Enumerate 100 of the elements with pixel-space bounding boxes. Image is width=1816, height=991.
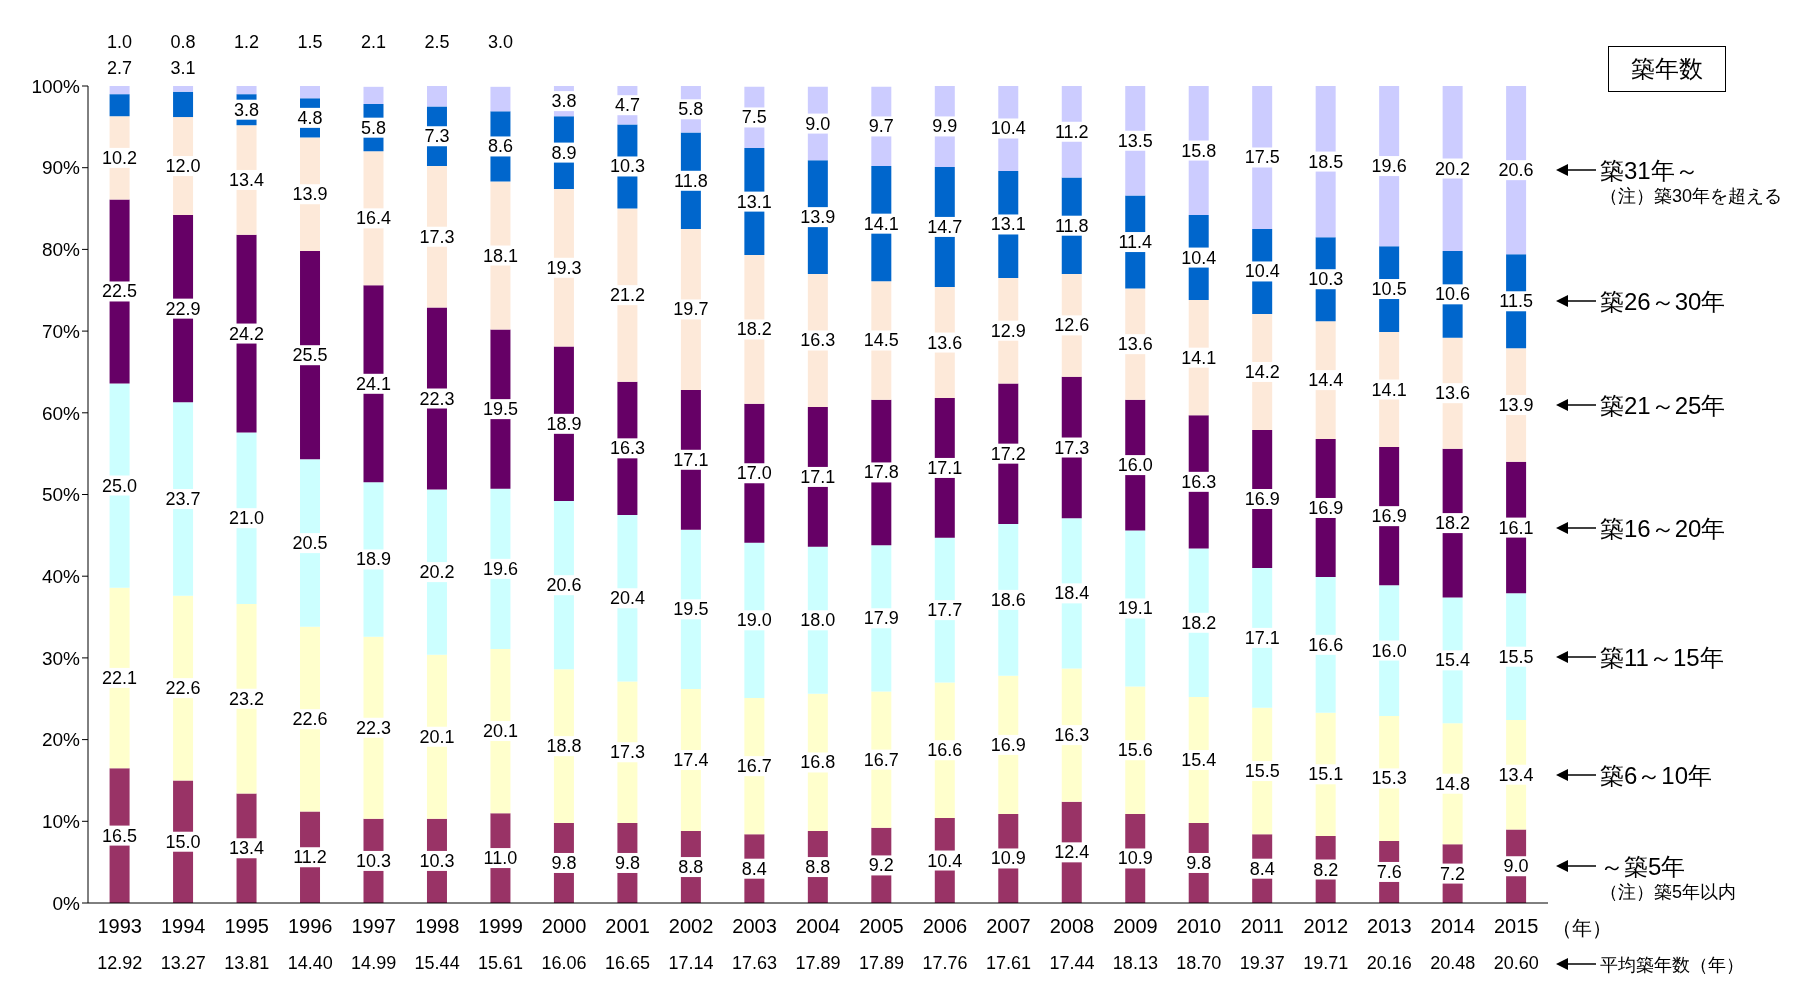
- data-label: 3.8: [234, 99, 260, 120]
- data-label: 18.2: [1435, 513, 1471, 534]
- data-label: 16.9: [1244, 488, 1280, 509]
- bar: [173, 86, 194, 92]
- data-label: 18.2: [736, 319, 772, 340]
- data-label: 15.6: [1117, 740, 1153, 761]
- text: 15.61: [477, 953, 525, 974]
- text: 築21～25年: [1600, 391, 1726, 422]
- x-tick-label: 2003: [732, 915, 777, 938]
- x-tick-label: 2006: [922, 915, 968, 938]
- x-tick-label: 2008: [1049, 915, 1095, 938]
- data-label: 2.7: [107, 58, 133, 78]
- data-label: 19.6: [1371, 156, 1407, 177]
- data-label: 8.6: [487, 136, 513, 157]
- text: 12.92: [96, 953, 144, 974]
- data-label: 16.3: [1181, 471, 1217, 492]
- data-label: 20.6: [546, 575, 582, 596]
- data-label: 25.5: [292, 345, 328, 366]
- data-label: 3.0: [487, 32, 513, 52]
- data-label: 18.4: [1054, 583, 1090, 604]
- data-label: 17.3: [1054, 437, 1090, 458]
- data-label: 16.3: [800, 330, 836, 351]
- legend-title: 築年数: [1608, 46, 1726, 92]
- data-label: 10.4: [1181, 247, 1217, 268]
- data-label: 16.6: [1308, 634, 1344, 655]
- data-label: 16.3: [1054, 725, 1090, 746]
- data-label: 17.4: [673, 750, 709, 771]
- data-label: 14.2: [1244, 361, 1280, 382]
- data-label: 10.5: [1371, 279, 1407, 300]
- x-tick-label: 2013: [1367, 915, 1412, 938]
- text: 平均築年数（年）: [1600, 954, 1744, 977]
- data-label: 16.6: [927, 740, 963, 761]
- data-label: 11.8: [674, 170, 708, 191]
- data-label: 13.4: [229, 169, 265, 190]
- text: 16.06: [540, 953, 588, 974]
- data-label: 12.0: [165, 156, 201, 177]
- data-label: 10.9: [1117, 848, 1153, 869]
- data-label: 11.2: [1054, 121, 1089, 142]
- data-label: 13.5: [1117, 130, 1153, 151]
- text: 17.44: [1048, 953, 1096, 974]
- data-label: 10.6: [1435, 284, 1471, 305]
- x-tick-label: 1997: [351, 915, 396, 938]
- data-label: 14.1: [1181, 347, 1217, 368]
- text: 17.89: [857, 953, 905, 974]
- data-label: 16.8: [800, 752, 836, 773]
- data-label: 18.8: [546, 736, 582, 757]
- data-label: 8.4: [741, 858, 767, 879]
- data-label: 18.0: [800, 610, 836, 631]
- data-label: 14.1: [863, 213, 899, 234]
- bar: [236, 86, 257, 95]
- data-label: 15.1: [1308, 764, 1344, 785]
- data-label: 18.1: [482, 245, 518, 266]
- data-label: 10.9: [990, 848, 1026, 869]
- data-label: 17.7: [927, 600, 963, 621]
- data-label: 22.9: [165, 298, 201, 319]
- data-label: 16.1: [1498, 517, 1534, 538]
- data-label: 16.0: [1117, 455, 1153, 476]
- data-label: 14.4: [1308, 370, 1344, 391]
- x-tick-label: 2002: [668, 915, 714, 938]
- data-label: 22.3: [419, 388, 455, 409]
- data-label: 13.4: [229, 838, 265, 859]
- x-tick-label: 2015: [1494, 915, 1539, 938]
- data-label: 2.1: [360, 32, 387, 52]
- x-tick-label: 2012: [1303, 915, 1349, 938]
- data-label: 3.1: [170, 58, 196, 78]
- text: 13.27: [159, 953, 207, 974]
- data-label: 7.2: [1440, 863, 1466, 884]
- data-label: 12.9: [990, 320, 1026, 341]
- data-label: 9.7: [868, 116, 894, 137]
- bar: [490, 86, 511, 112]
- bar: [300, 86, 321, 99]
- data-label: 10.2: [102, 147, 138, 168]
- text: 17.89: [794, 953, 842, 974]
- text: 築16～20年: [1600, 513, 1726, 544]
- text: 18.13: [1111, 953, 1159, 974]
- text: ～築5年: [1600, 852, 1686, 883]
- data-label: 14.8: [1435, 773, 1471, 794]
- data-label: 1.0: [107, 32, 133, 52]
- y-tick-label: 90%: [41, 157, 81, 179]
- x-tick-label: 2000: [541, 915, 587, 938]
- data-label: 22.6: [292, 709, 328, 730]
- text: 築26～30年: [1600, 287, 1726, 318]
- data-label: 16.7: [736, 756, 772, 777]
- y-tick-label: 30%: [41, 647, 81, 669]
- data-label: 19.1: [1117, 598, 1153, 619]
- data-label: 20.1: [419, 726, 455, 747]
- data-label: 17.1: [927, 457, 963, 478]
- x-tick-label: 2005: [859, 915, 904, 938]
- data-label: 18.6: [990, 589, 1026, 610]
- y-tick-label: 10%: [41, 811, 81, 833]
- y-tick-label: 20%: [41, 729, 81, 751]
- data-label: 22.1: [102, 667, 138, 688]
- text: 14.40: [286, 953, 334, 974]
- data-label: 14.1: [1371, 379, 1407, 400]
- data-label: 12.6: [1054, 315, 1090, 336]
- x-tick-label: 1993: [97, 915, 142, 938]
- data-label: 11.5: [1499, 291, 1533, 312]
- data-label: 5.8: [678, 99, 704, 120]
- data-label: 19.5: [482, 399, 518, 420]
- y-tick-label: 100%: [31, 75, 81, 97]
